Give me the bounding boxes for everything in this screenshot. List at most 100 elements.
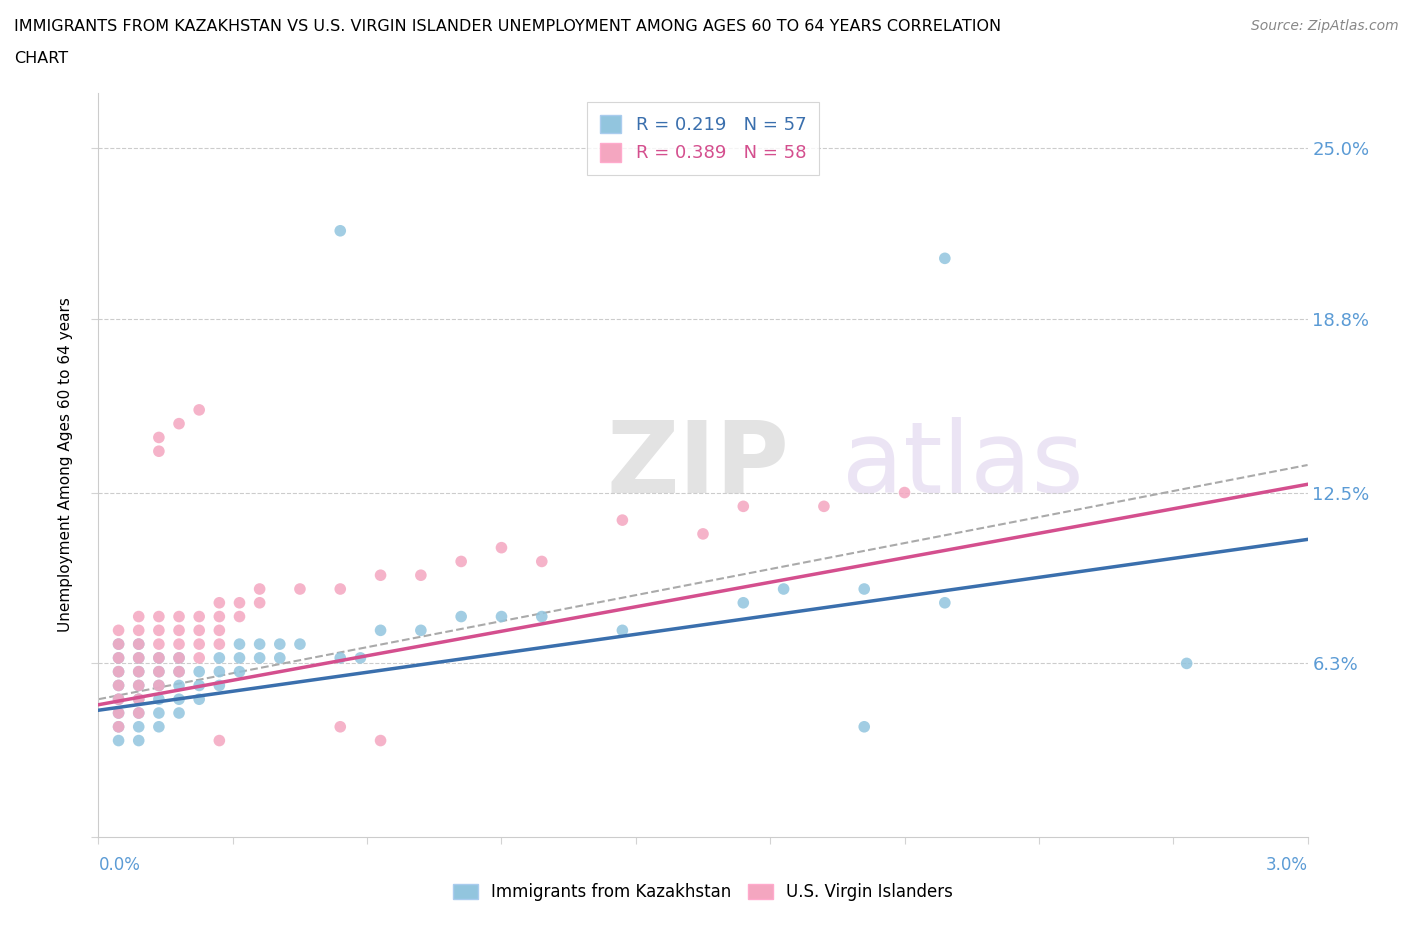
Legend: R = 0.219   N = 57, R = 0.389   N = 58: R = 0.219 N = 57, R = 0.389 N = 58 [586, 102, 820, 175]
Point [128, 733, 150, 748]
Point [148, 664, 170, 679]
Point [733, 595, 755, 610]
Point [167, 706, 190, 721]
Point [853, 719, 876, 734]
Point [853, 581, 876, 596]
Point [288, 637, 311, 652]
Point [148, 623, 170, 638]
Point [934, 595, 956, 610]
Point [107, 678, 129, 693]
Text: 0.0%: 0.0% [98, 856, 141, 873]
Point [450, 554, 472, 569]
Point [148, 609, 170, 624]
Text: atlas: atlas [842, 417, 1084, 513]
Point [128, 637, 150, 652]
Point [128, 706, 150, 721]
Point [370, 568, 392, 583]
Point [269, 637, 291, 652]
Point [107, 692, 129, 707]
Point [612, 512, 634, 527]
Point [128, 609, 150, 624]
Point [491, 540, 513, 555]
Point [128, 650, 150, 665]
Point [188, 664, 211, 679]
Point [409, 623, 432, 638]
Point [692, 526, 714, 541]
Point [530, 554, 553, 569]
Point [370, 623, 392, 638]
Point [269, 650, 291, 665]
Point [370, 733, 392, 748]
Point [167, 623, 190, 638]
Point [128, 678, 150, 693]
Point [107, 706, 129, 721]
Point [107, 719, 129, 734]
Point [107, 706, 129, 721]
Point [188, 623, 211, 638]
Point [329, 581, 352, 596]
Point [208, 609, 231, 624]
Point [107, 664, 129, 679]
Point [128, 637, 150, 652]
Point [128, 706, 150, 721]
Point [208, 678, 231, 693]
Point [128, 719, 150, 734]
Point [450, 609, 472, 624]
Point [228, 664, 250, 679]
Point [188, 692, 211, 707]
Point [167, 417, 190, 432]
Point [167, 637, 190, 652]
Point [772, 581, 794, 596]
Point [148, 650, 170, 665]
Point [249, 595, 271, 610]
Point [148, 678, 170, 693]
Text: ZIP: ZIP [606, 417, 789, 513]
Point [128, 664, 150, 679]
Point [329, 719, 352, 734]
Point [148, 664, 170, 679]
Point [107, 664, 129, 679]
Point [128, 664, 150, 679]
Point [228, 595, 250, 610]
Point [208, 637, 231, 652]
Point [612, 623, 634, 638]
Text: IMMIGRANTS FROM KAZAKHSTAN VS U.S. VIRGIN ISLANDER UNEMPLOYMENT AMONG AGES 60 TO: IMMIGRANTS FROM KAZAKHSTAN VS U.S. VIRGI… [14, 19, 1001, 33]
Point [148, 678, 170, 693]
Text: Source: ZipAtlas.com: Source: ZipAtlas.com [1251, 19, 1399, 33]
Point [249, 650, 271, 665]
Point [409, 568, 432, 583]
Point [249, 581, 271, 596]
Point [228, 637, 250, 652]
Point [148, 692, 170, 707]
Point [188, 650, 211, 665]
Legend: Immigrants from Kazakhstan, U.S. Virgin Islanders: Immigrants from Kazakhstan, U.S. Virgin … [446, 876, 960, 908]
Point [107, 719, 129, 734]
Point [188, 637, 211, 652]
Point [188, 678, 211, 693]
Point [107, 678, 129, 693]
Point [349, 650, 371, 665]
Point [208, 733, 231, 748]
Point [188, 609, 211, 624]
Point [128, 650, 150, 665]
Point [893, 485, 915, 500]
Point [167, 664, 190, 679]
Point [107, 650, 129, 665]
Point [288, 581, 311, 596]
Point [228, 609, 250, 624]
Point [128, 678, 150, 693]
Point [107, 692, 129, 707]
Point [329, 650, 352, 665]
Point [188, 403, 211, 418]
Point [934, 251, 956, 266]
Point [329, 223, 352, 238]
Point [128, 623, 150, 638]
Point [733, 498, 755, 513]
Point [813, 498, 835, 513]
Point [128, 692, 150, 707]
Point [148, 706, 170, 721]
Point [167, 678, 190, 693]
Point [167, 664, 190, 679]
Point [107, 733, 129, 748]
Text: CHART: CHART [14, 51, 67, 66]
